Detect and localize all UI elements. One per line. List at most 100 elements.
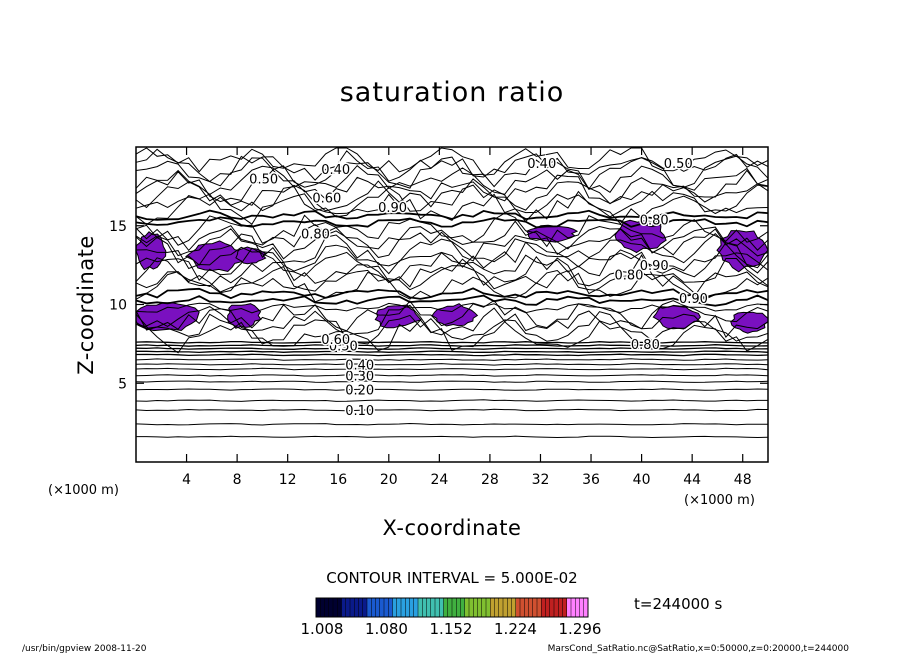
colorbar-cell (392, 598, 398, 617)
colorbar-ticks: 1.008 1.080 1.152 1.224 1.296 (301, 620, 602, 638)
contour-line (135, 184, 769, 218)
colorbar-cell (405, 598, 410, 617)
colorbar-cell (558, 598, 563, 617)
contour-line (135, 209, 769, 221)
colorbar-cell (316, 598, 321, 617)
colorbar-cell (537, 598, 542, 617)
contour-label: 0.50 (329, 339, 358, 354)
x-tick-label: 48 (734, 472, 752, 488)
colorbar-cell (401, 598, 406, 617)
colorbar-cell (413, 598, 419, 617)
colorbar-cell (345, 598, 351, 617)
colorbar-cell (447, 598, 453, 617)
contour-label: 0.80 (301, 228, 330, 243)
contour-line (135, 374, 769, 377)
x-tick-label: 16 (329, 472, 347, 488)
y-tick-label: 10 (109, 298, 127, 314)
colorbar-cell (350, 598, 355, 617)
colorbar-cell (375, 598, 381, 617)
colorbar-cell (396, 598, 402, 617)
contour-label: 0.90 (640, 259, 669, 274)
contour-labels: 0.100.200.300.400.500.600.40 0.40 0.500.50… (248, 155, 710, 420)
x-tick-label: 8 (233, 472, 242, 488)
contour-line (135, 294, 769, 307)
contour-line (135, 388, 769, 391)
x-unit-left: (×1000 m) (48, 483, 119, 498)
contour-line (135, 363, 769, 366)
colorbar-cell (362, 598, 368, 617)
colorbar-cell (341, 598, 347, 617)
x-tick-label: 40 (633, 472, 651, 488)
colorbar-cell (562, 598, 568, 617)
contour-label: 0.40 (527, 157, 556, 172)
colorbar-cell (328, 598, 334, 617)
colorbar-cell (460, 598, 466, 617)
colorbar-cell (422, 598, 427, 617)
contour-line (135, 155, 769, 190)
colorbar-cell (371, 598, 376, 617)
x-tick-label: 44 (683, 472, 701, 488)
contour-line (135, 147, 769, 176)
contour-label: 0.50 (249, 173, 278, 188)
contour-line (135, 367, 769, 371)
plot-area: 0.100.200.300.400.500.600.40 0.40 0.500.50… (109, 146, 769, 488)
contour-line (135, 287, 769, 300)
contour-label: 0.80 (614, 269, 643, 284)
colorbar-cell (583, 598, 589, 617)
colorbar-tick-label: 1.008 (301, 620, 344, 638)
x-tick-label: 36 (582, 472, 600, 488)
colorbar-cell (358, 598, 364, 617)
supersaturated-region (431, 303, 479, 327)
colorbar-cell (452, 598, 457, 617)
colorbar-cell (486, 598, 491, 617)
x-tick-label: 32 (532, 472, 550, 488)
contour-line (135, 165, 769, 196)
contour-label: 0.20 (345, 384, 374, 399)
colorbar-tick-label: 1.224 (494, 620, 537, 638)
colorbar-cell (430, 598, 436, 617)
contour-label: 0.10 (345, 404, 374, 419)
x-axis-label: X-coordinate (383, 516, 522, 540)
colorbar-cell (515, 598, 521, 617)
colorbar-tick-label: 1.152 (430, 620, 473, 638)
colorbar-cell (367, 598, 372, 617)
colorbar-cell (464, 598, 470, 617)
colorbar-cell (503, 598, 508, 617)
contour-label: 0.80 (640, 213, 669, 228)
x-tick-label: 24 (430, 472, 448, 488)
colorbar-cell (498, 598, 504, 617)
contour-label: 0.40 (321, 163, 350, 178)
colorbar-cell (324, 598, 330, 617)
colorbar-tick-label: 1.080 (365, 620, 408, 638)
footer-left: /usr/bin/gpview 2008-11-20 (22, 644, 147, 654)
colorbar-cell (333, 598, 338, 617)
contour-line (135, 302, 769, 314)
colorbar-cell (507, 598, 512, 617)
y-axis-label: Z-coordinate (74, 235, 98, 375)
colorbar-cell (524, 598, 529, 617)
colorbar-cell (426, 598, 432, 617)
colorbar-frame (315, 597, 589, 618)
contour-label: 0.90 (679, 292, 708, 307)
colorbar (315, 597, 589, 618)
contour-line (135, 344, 769, 347)
contour-line (135, 319, 769, 354)
contour-label: 0.90 (378, 201, 407, 216)
contour-line (135, 408, 769, 412)
colorbar-cell (469, 598, 474, 617)
contour-line (135, 422, 769, 426)
colorbar-cell (354, 598, 359, 617)
contour-line (135, 148, 769, 183)
contour-line (135, 311, 769, 345)
colorbar-cell (554, 598, 559, 617)
contour-label: 0.40 (345, 358, 374, 373)
colorbar-cell (477, 598, 483, 617)
colorbar-cell (532, 598, 538, 617)
colorbar-cell (541, 598, 546, 617)
contour-label: 0.60 (312, 191, 341, 206)
contour-line (135, 169, 769, 205)
contour-label: 0.60 (321, 333, 350, 348)
colorbar-cell (520, 598, 525, 617)
contour-line (135, 220, 769, 254)
